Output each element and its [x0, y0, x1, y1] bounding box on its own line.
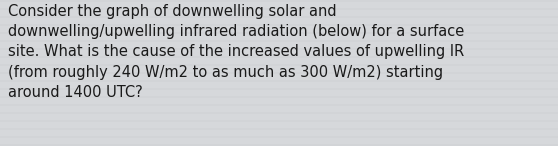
Bar [0, 128, 558, 130]
Bar [0, 56, 558, 58]
Bar [0, 120, 558, 122]
Bar [0, 136, 558, 138]
Bar [0, 72, 558, 74]
Bar [0, 16, 558, 18]
Bar [0, 48, 558, 50]
Bar [0, 80, 558, 82]
Text: Consider the graph of downwelling solar and
downwelling/upwelling infrared radia: Consider the graph of downwelling solar … [8, 4, 465, 100]
Bar [0, 40, 558, 42]
Bar [0, 112, 558, 114]
Bar [0, 64, 558, 66]
Bar [0, 104, 558, 106]
Bar [0, 24, 558, 26]
Bar [0, 8, 558, 10]
Bar [0, 88, 558, 90]
Bar [0, 144, 558, 146]
Bar [0, 32, 558, 34]
Bar [0, 0, 558, 2]
Bar [0, 96, 558, 98]
